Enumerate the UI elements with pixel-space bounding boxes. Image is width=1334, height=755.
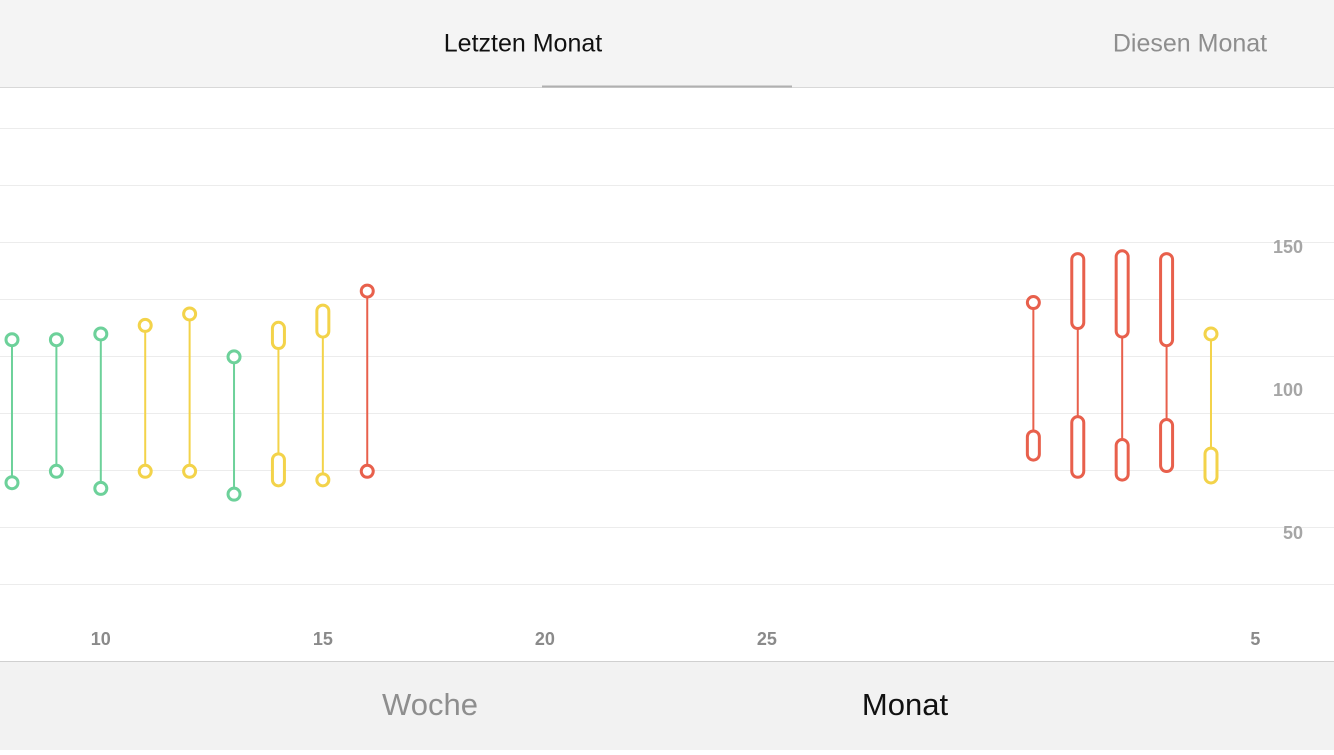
range-marker (93, 480, 109, 496)
range-marker (1025, 295, 1041, 311)
y-tick-label: 150 (1273, 237, 1303, 257)
x-tick-label: 5 (1250, 629, 1260, 649)
tab[interactable]: Woche (382, 687, 478, 722)
range-marker (315, 303, 331, 339)
range-marker (359, 283, 375, 299)
x-tick-label: 15 (313, 629, 333, 649)
range-marker (182, 306, 198, 322)
range-marker (48, 332, 64, 348)
y-tick-label: 100 (1273, 380, 1303, 400)
range-marker (4, 475, 20, 491)
range-marker (1070, 252, 1086, 331)
range-marker (1114, 249, 1130, 339)
range-marker (137, 317, 153, 333)
range-marker (1114, 438, 1130, 482)
range-marker (1070, 415, 1086, 479)
range-marker (4, 332, 20, 348)
plot: 50 100 150 10 15 20 25 5 (4, 237, 1303, 649)
range-marker (1203, 446, 1219, 485)
bottom-bar (0, 661, 1334, 750)
range-marker (1159, 252, 1175, 348)
range-marker (270, 452, 286, 488)
x-tick-label: 10 (91, 629, 111, 649)
y-tick-label: 50 (1283, 523, 1303, 543)
tab[interactable]: Diesen Monat (1113, 30, 1267, 58)
range-marker (226, 486, 242, 502)
top-bar (0, 0, 1334, 88)
range-marker (359, 463, 375, 479)
tab[interactable]: Monat (862, 687, 949, 722)
range-marker (1025, 429, 1041, 462)
range-marker (137, 463, 153, 479)
grid (0, 128, 1334, 585)
range-marker (226, 349, 242, 365)
range-marker (93, 326, 109, 342)
range-marker (48, 463, 64, 479)
range-marker (182, 463, 198, 479)
x-tick-label: 25 (757, 629, 777, 649)
range-marker (270, 320, 286, 351)
range-marker (1203, 326, 1219, 342)
range-marker (1159, 418, 1175, 474)
range-marker (315, 472, 331, 488)
tab[interactable]: Letzten Monat (444, 30, 602, 58)
x-tick-label: 20 (535, 629, 555, 649)
